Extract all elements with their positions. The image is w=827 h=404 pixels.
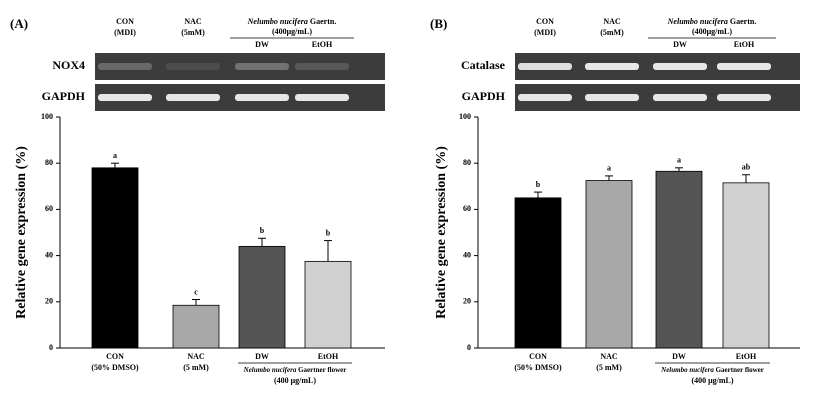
group-sublabel: (400μg/mL) (692, 27, 732, 36)
y-tick-label: 60 (463, 204, 471, 213)
bar (91, 167, 139, 349)
x-group-label: Nelumbo nucifera Gaertner flower (243, 366, 347, 374)
y-tick-label: 60 (45, 204, 53, 213)
significance-letter: c (194, 287, 198, 296)
x-group-rest: Gaertner flower (298, 366, 346, 374)
gel-band (98, 94, 152, 101)
gel-band (98, 63, 152, 70)
lane-label: NAC (184, 17, 202, 26)
x-tick-label: NAC (187, 352, 205, 361)
y-axis-label: Relative gene expression (%) (434, 146, 449, 319)
y-tick-label: 0 (49, 343, 53, 352)
significance-letter: b (260, 226, 265, 235)
group-species: Nelumbo nucifera (667, 17, 728, 26)
lane-label: EtOH (734, 40, 755, 49)
gel-band (717, 94, 771, 101)
panel-label: (A) (10, 16, 28, 31)
gel-band (585, 94, 639, 101)
group-author: Gaertn. (310, 17, 336, 26)
lane-sublabel: (MDI) (114, 28, 136, 37)
bar (238, 245, 286, 349)
gel-row-label: Catalase (461, 58, 506, 72)
x-group-species: Nelumbo nucifera (660, 366, 714, 374)
gel-band (295, 94, 349, 101)
group-species: Nelumbo nucifera (247, 17, 308, 26)
significance-letter: ab (742, 163, 751, 172)
y-tick-label: 100 (41, 112, 53, 121)
y-tick-label: 40 (463, 250, 471, 259)
lane-label: DW (255, 40, 269, 49)
x-tick-label: DW (255, 352, 269, 361)
gel-band (585, 63, 639, 70)
x-tick-label: CON (106, 352, 124, 361)
bar (172, 304, 220, 349)
lane-sublabel: (MDI) (534, 28, 556, 37)
x-tick-label: NAC (600, 352, 618, 361)
gel-band (235, 63, 289, 70)
x-tick-sublabel: (5 mM) (183, 363, 209, 372)
gel-row-label: NOX4 (52, 58, 85, 72)
bar (304, 260, 352, 349)
gel-band (518, 63, 572, 70)
x-tick-sublabel: (5 mM) (596, 363, 622, 372)
lane-label: EtOH (312, 40, 333, 49)
panel-label: (B) (430, 16, 447, 31)
bar (722, 182, 770, 349)
gel-row-label: GAPDH (462, 89, 506, 103)
lane-label: NAC (603, 17, 621, 26)
lane-label: CON (116, 17, 134, 26)
x-group-sublabel: (400 μg/mL) (691, 376, 733, 385)
x-group-species: Nelumbo nucifera (243, 366, 297, 374)
group-author: Gaertn. (730, 17, 756, 26)
x-tick-label: EtOH (318, 352, 339, 361)
x-group-rest: Gaertner flower (716, 366, 764, 374)
lane-sublabel: (5mM) (600, 28, 624, 37)
gel-image (95, 53, 385, 80)
x-tick-sublabel: (50% DMSO) (91, 363, 139, 372)
group-label: Nelumbo nucifera Gaertn. (247, 17, 337, 26)
gel-row-label: GAPDH (42, 89, 86, 103)
x-group-label: Nelumbo nucifera Gaertner flower (660, 366, 764, 374)
gel-band (518, 94, 572, 101)
y-tick-label: 20 (463, 297, 471, 306)
y-tick-label: 20 (45, 297, 53, 306)
y-tick-label: 80 (45, 158, 53, 167)
significance-letter: b (536, 180, 541, 189)
y-axis-label: Relative gene expression (%) (14, 146, 29, 319)
gel-band (235, 94, 289, 101)
significance-letter: a (113, 151, 117, 160)
x-tick-label: DW (672, 352, 686, 361)
gel-band (166, 63, 220, 70)
y-tick-label: 40 (45, 250, 53, 259)
significance-letter: a (607, 164, 611, 173)
significance-letter: a (677, 156, 681, 165)
lane-label: CON (536, 17, 554, 26)
lane-sublabel: (5mM) (181, 28, 205, 37)
lane-label: DW (673, 40, 687, 49)
gel-band (166, 94, 220, 101)
y-tick-label: 0 (467, 343, 471, 352)
bar (585, 180, 633, 349)
y-tick-label: 80 (463, 158, 471, 167)
bar (514, 197, 562, 349)
x-tick-sublabel: (50% DMSO) (514, 363, 562, 372)
gel-band (295, 63, 349, 70)
group-sublabel: (400μg/mL) (272, 27, 312, 36)
group-label: Nelumbo nucifera Gaertn. (667, 17, 757, 26)
bar (655, 170, 703, 349)
significance-letter: b (326, 228, 331, 237)
gel-band (653, 94, 707, 101)
x-tick-label: CON (529, 352, 547, 361)
gel-band (717, 63, 771, 70)
y-tick-label: 100 (459, 112, 471, 121)
x-group-sublabel: (400 μg/mL) (274, 376, 316, 385)
gel-band (653, 63, 707, 70)
x-tick-label: EtOH (736, 352, 757, 361)
